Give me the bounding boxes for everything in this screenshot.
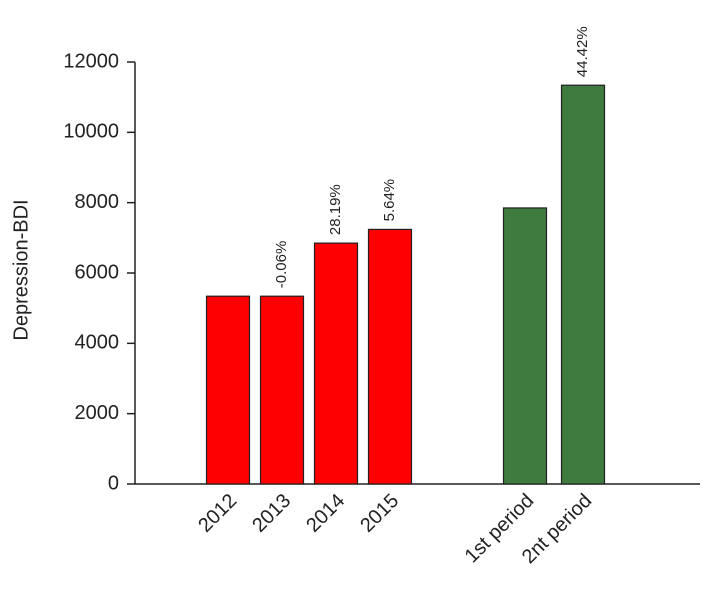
bar [313,242,359,485]
y-tick-label: 10000 [63,121,119,143]
y-tick-label: 12000 [63,50,119,72]
bar [205,295,251,485]
bar-annotation: 28.19% [327,184,344,235]
bar-annotation: -0.06% [273,241,290,289]
x-tick-label: 2012 [194,490,241,537]
y-tick-label: 4000 [75,332,120,354]
x-tick-label: 2015 [356,490,403,537]
y-tick-label: 8000 [75,191,120,213]
y-tick-label: 6000 [75,261,120,283]
bar-annotation: 44.42% [574,26,591,77]
y-tick-label: 2000 [75,402,120,424]
x-tick-label: 2014 [302,490,349,537]
bar [259,295,305,485]
bar-annotation: 5.64% [381,179,398,222]
bar [502,207,548,485]
y-tick-label: 0 [108,472,119,494]
y-axis-label: Depression-BDI [10,199,32,340]
bar [560,84,606,485]
bar [367,228,413,485]
x-tick-label: 2013 [248,490,295,537]
